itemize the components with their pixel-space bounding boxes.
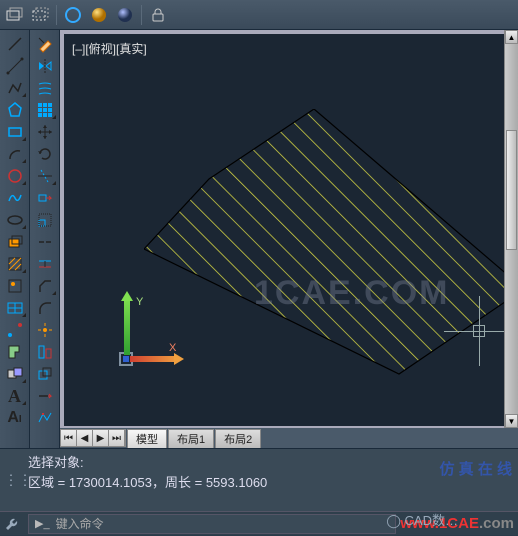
tab-layout2[interactable]: 布局2 bbox=[215, 429, 261, 448]
drawing-area-wrapper: [–][俯视][真实] 1CAE.COM Y X bbox=[60, 30, 518, 448]
command-placeholder: 键入命令 bbox=[56, 515, 104, 532]
table-tool[interactable] bbox=[3, 298, 27, 318]
construction-line-tool[interactable] bbox=[3, 56, 27, 76]
command-prompt-icon: ▶_ bbox=[35, 517, 50, 530]
point-tool[interactable] bbox=[3, 320, 27, 340]
viewport-label: [–][俯视][真实] bbox=[72, 40, 147, 57]
layer-symbol-icon[interactable] bbox=[4, 5, 24, 25]
visual-style-2d-icon[interactable] bbox=[63, 5, 83, 25]
scale-tool[interactable] bbox=[33, 210, 57, 230]
block-tool[interactable] bbox=[3, 232, 27, 252]
tab-first-button[interactable]: ⏮ bbox=[61, 430, 77, 446]
polygon-tool[interactable] bbox=[3, 100, 27, 120]
vp-control-style[interactable]: [真实] bbox=[116, 42, 147, 56]
circle-tool[interactable] bbox=[3, 166, 27, 186]
move-tool[interactable] bbox=[33, 122, 57, 142]
rectangle-tool[interactable] bbox=[3, 122, 27, 142]
command-area: ⋮⋮ 选择对象: 区域 = 1730014.1053，周长 = 5593.106… bbox=[0, 448, 518, 535]
tab-nav-buttons: ⏮ ◀ ▶ ⏭ bbox=[60, 429, 126, 447]
array-tool[interactable] bbox=[33, 100, 57, 120]
visual-style-shaded-icon[interactable] bbox=[115, 5, 135, 25]
edit-polyline-tool[interactable] bbox=[33, 408, 57, 428]
left-tool-panel: A AI bbox=[0, 30, 60, 448]
top-toolbar bbox=[0, 0, 518, 30]
region-tool[interactable] bbox=[3, 342, 27, 362]
copy-tool[interactable] bbox=[33, 364, 57, 384]
arc-tool[interactable] bbox=[3, 144, 27, 164]
tab-prev-button[interactable]: ◀ bbox=[77, 430, 93, 446]
lock-icon[interactable] bbox=[148, 5, 168, 25]
tab-last-button[interactable]: ⏭ bbox=[109, 430, 125, 446]
text-mtext-tool[interactable]: A bbox=[3, 386, 27, 406]
scroll-down-button[interactable]: ▼ bbox=[505, 414, 518, 428]
tab-layout1[interactable]: 布局1 bbox=[168, 429, 214, 448]
polyline-tool[interactable] bbox=[3, 78, 27, 98]
wipeout-tool[interactable] bbox=[3, 364, 27, 384]
command-log-line-2: 区域 = 1730014.1053，周长 = 5593.1060 bbox=[28, 473, 512, 493]
ellipse-tool[interactable] bbox=[3, 210, 27, 230]
command-log-line-1: 选择对象: bbox=[28, 453, 512, 473]
model-viewport[interactable]: [–][俯视][真实] 1CAE.COM Y X bbox=[64, 34, 514, 426]
erase-tool[interactable] bbox=[33, 34, 57, 54]
svg-text:X: X bbox=[169, 342, 177, 354]
command-history[interactable]: ⋮⋮ 选择对象: 区域 = 1730014.1053，周长 = 5593.106… bbox=[0, 448, 518, 511]
spline-tool[interactable] bbox=[3, 188, 27, 208]
align-tool[interactable] bbox=[33, 342, 57, 362]
fillet-tool[interactable] bbox=[33, 298, 57, 318]
draw-toolbar: A AI bbox=[0, 30, 30, 448]
command-window-handle-icon[interactable]: ⋮⋮ bbox=[4, 470, 32, 491]
scroll-up-button[interactable]: ▲ bbox=[505, 30, 518, 44]
tab-next-button[interactable]: ▶ bbox=[93, 430, 109, 446]
explode-tool[interactable] bbox=[33, 320, 57, 340]
watermark-brand: www.1CAE.com bbox=[400, 515, 514, 532]
visual-style-realistic-icon[interactable] bbox=[89, 5, 109, 25]
lengthen-tool[interactable] bbox=[33, 386, 57, 406]
layout-tabs-bar: ⏮ ◀ ▶ ⏭ 模型 布局1 布局2 bbox=[60, 428, 518, 448]
join-tool[interactable] bbox=[33, 254, 57, 274]
customize-icon[interactable] bbox=[0, 512, 24, 536]
gradient-tool[interactable] bbox=[3, 276, 27, 296]
hatch-tool[interactable] bbox=[3, 254, 27, 274]
chamfer-tool[interactable] bbox=[33, 276, 57, 296]
layer-dashed-icon[interactable] bbox=[30, 5, 50, 25]
offset-tool[interactable] bbox=[33, 78, 57, 98]
trim-tool[interactable] bbox=[33, 166, 57, 186]
vp-control-view[interactable]: [俯视] bbox=[85, 42, 116, 56]
scroll-thumb[interactable] bbox=[506, 130, 517, 250]
vp-control-minimize[interactable]: [–] bbox=[72, 42, 85, 56]
mirror-tool[interactable] bbox=[33, 56, 57, 76]
hatched-region bbox=[144, 109, 514, 389]
command-input[interactable]: ▶_ 键入命令 bbox=[28, 514, 396, 534]
command-input-bar: ▶_ 键入命令 www.1CAE.com bbox=[0, 511, 518, 535]
rotate-tool[interactable] bbox=[33, 144, 57, 164]
stretch-tool[interactable] bbox=[33, 188, 57, 208]
line-tool[interactable] bbox=[3, 34, 27, 54]
ucs-icon: Y X bbox=[114, 291, 194, 376]
break-tool[interactable] bbox=[33, 232, 57, 252]
svg-text:Y: Y bbox=[136, 296, 144, 308]
tab-model[interactable]: 模型 bbox=[127, 429, 167, 448]
modify-toolbar bbox=[30, 30, 60, 448]
text-single-tool[interactable]: AI bbox=[3, 408, 27, 428]
vertical-scrollbar[interactable]: ▲ ▼ bbox=[504, 30, 518, 428]
